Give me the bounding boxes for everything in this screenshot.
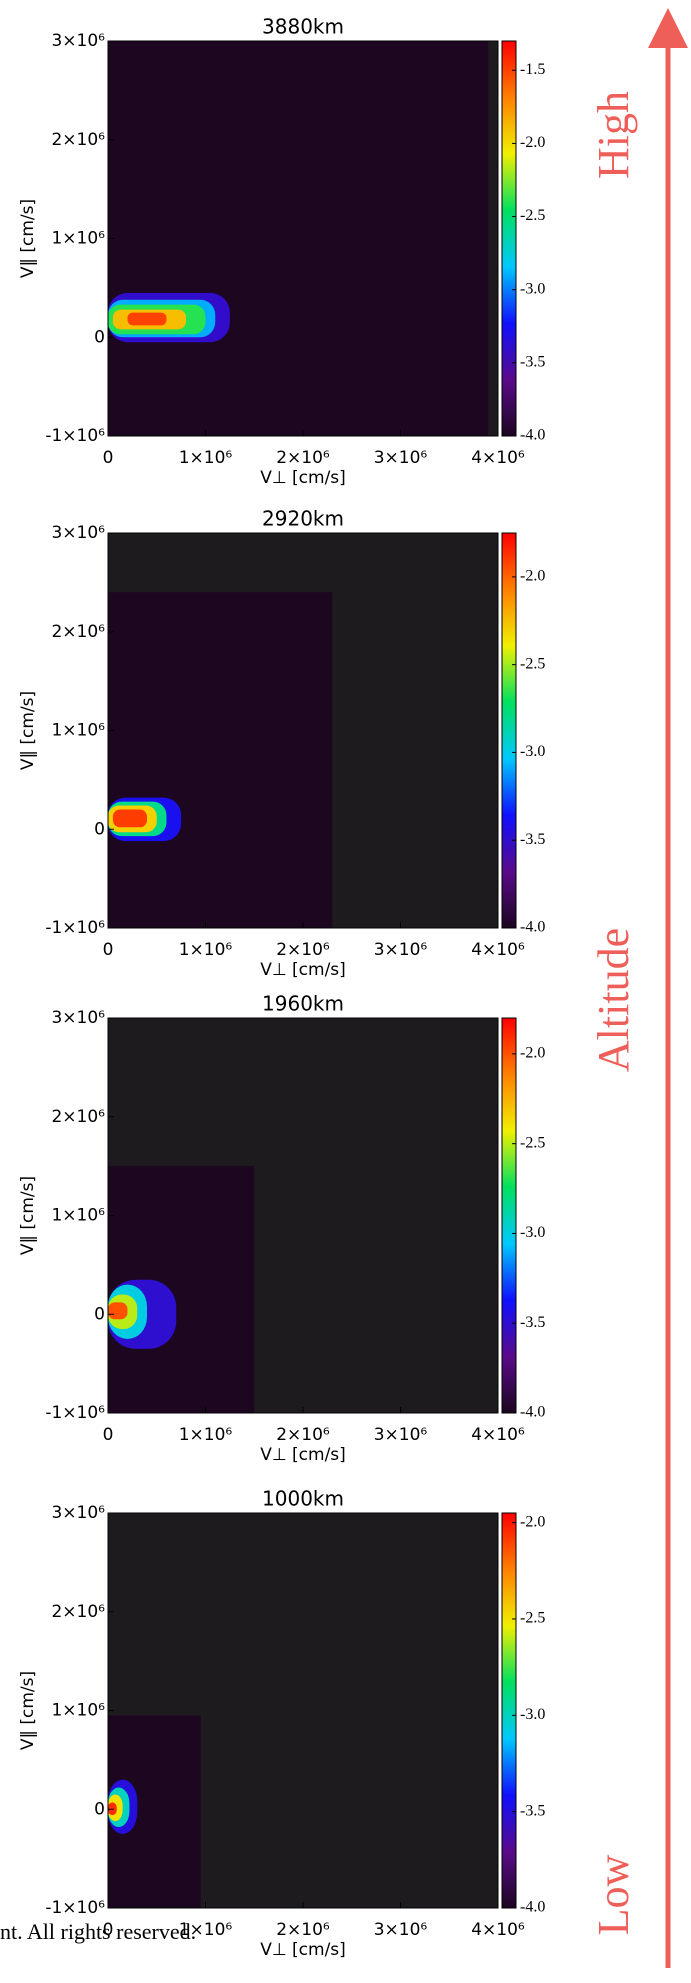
y-tick-label: 3×10⁶ — [51, 31, 105, 51]
colorbar — [501, 1512, 517, 1909]
annotation-high: High — [589, 91, 638, 179]
x-tick-label: 0 — [103, 448, 114, 468]
x-tick-label: 3×10⁶ — [374, 1920, 428, 1940]
y-axis-label: V‖ [cm/s] — [18, 1671, 38, 1750]
x-tick-label: 0 — [103, 940, 114, 960]
y-tick-label: -1×10⁶ — [45, 426, 105, 446]
colorbar — [501, 532, 517, 929]
colorbar-tick-label: -3.0 — [520, 280, 545, 297]
y-tick-label: 2×10⁶ — [51, 1602, 105, 1622]
y-tick-label: -1×10⁶ — [45, 918, 105, 938]
x-tick-label: 1×10⁶ — [179, 1425, 233, 1445]
y-tick-label: 1×10⁶ — [51, 721, 105, 741]
y-tick-label: 0 — [94, 1304, 105, 1324]
colorbar-tick-label: -2.5 — [520, 1610, 545, 1627]
y-tick-label: 3×10⁶ — [51, 1503, 105, 1523]
colorbar-tick-label: -2.0 — [520, 1045, 545, 1062]
x-tick-label: 2×10⁶ — [276, 1920, 330, 1940]
y-axis-label: V‖ [cm/s] — [18, 691, 38, 770]
heatmap-cell — [108, 41, 489, 436]
colorbar-tick-label: -3.5 — [520, 1802, 545, 1819]
colorbar-tick-label: -4.0 — [520, 427, 545, 444]
colorbar-tick-label: -2.0 — [520, 568, 545, 585]
y-tick-label: 2×10⁶ — [51, 1107, 105, 1127]
x-tick-label: 3×10⁶ — [374, 1425, 428, 1445]
colorbar-tick-label: -3.0 — [520, 1706, 545, 1723]
y-tick-label: 0 — [94, 327, 105, 347]
panel-title: 2920km — [262, 507, 344, 531]
colorbar-tick-label: -2.5 — [520, 655, 545, 672]
y-tick-label: 0 — [94, 1799, 105, 1819]
heatmap-cell — [108, 1302, 128, 1320]
y-tick-label: -1×10⁶ — [45, 1898, 105, 1918]
y-tick-label: -1×10⁶ — [45, 1403, 105, 1423]
heatmap-cell — [108, 592, 333, 928]
x-tick-label: 1×10⁶ — [179, 448, 233, 468]
colorbar-tick-label: -2.5 — [520, 1134, 545, 1151]
x-tick-label: 4×10⁶ — [471, 448, 525, 468]
colorbar-tick-label: -2.0 — [520, 134, 545, 151]
y-tick-label: 2×10⁶ — [51, 130, 105, 150]
colorbar — [501, 1017, 517, 1414]
y-tick-label: 0 — [94, 819, 105, 839]
x-tick-label: 0 — [103, 1425, 114, 1445]
colorbar-tick-label: -2.0 — [520, 1513, 545, 1530]
colorbar-tick-label: -3.0 — [520, 743, 545, 760]
footer: nt. All rights reserved. — [0, 1919, 196, 1944]
x-axis-label: V⊥ [cm/s] — [260, 960, 346, 980]
panel-title: 1960km — [262, 992, 344, 1016]
colorbar-tick-label: -2.5 — [520, 207, 545, 224]
y-tick-label: 1×10⁶ — [51, 229, 105, 249]
y-tick-label: 1×10⁶ — [51, 1206, 105, 1226]
y-tick-label: 3×10⁶ — [51, 1008, 105, 1028]
colorbar-tick-label: -3.5 — [520, 831, 545, 848]
colorbar-tick-label: -4.0 — [520, 1899, 545, 1916]
heatmap-cell — [112, 809, 147, 828]
colorbar — [501, 40, 517, 437]
colorbar-tick-label: -4.0 — [520, 1404, 545, 1421]
y-tick-label: 3×10⁶ — [51, 523, 105, 543]
x-tick-label: 4×10⁶ — [471, 940, 525, 960]
x-tick-label: 4×10⁶ — [471, 1920, 525, 1940]
colorbar-tick-label: -1.5 — [520, 61, 545, 78]
colorbar-tick-label: -4.0 — [520, 919, 545, 936]
x-tick-label: 2×10⁶ — [276, 1425, 330, 1445]
x-axis-label: V⊥ [cm/s] — [260, 1445, 346, 1465]
x-axis-label: V⊥ [cm/s] — [260, 468, 346, 488]
y-axis-label: V‖ [cm/s] — [18, 1176, 38, 1255]
x-tick-label: 3×10⁶ — [374, 940, 428, 960]
panel-title: 3880km — [262, 15, 344, 39]
annotation-altitude: Altitude — [589, 928, 638, 1072]
x-tick-label: 3×10⁶ — [374, 448, 428, 468]
x-tick-label: 1×10⁶ — [179, 940, 233, 960]
panel-title: 1000km — [262, 1487, 344, 1511]
heatmap-cell — [127, 312, 167, 326]
arrow-head — [648, 8, 688, 48]
x-tick-label: 0 — [103, 1920, 114, 1940]
colorbar-tick-label: -3.5 — [520, 354, 545, 371]
colorbar-tick-label: -3.5 — [520, 1314, 545, 1331]
x-tick-label: 2×10⁶ — [276, 448, 330, 468]
y-tick-label: 2×10⁶ — [51, 622, 105, 642]
x-axis-label: V⊥ [cm/s] — [260, 1940, 346, 1960]
annotation-low: Low — [589, 1854, 638, 1935]
y-axis-label: V‖ [cm/s] — [18, 199, 38, 278]
x-tick-label: 4×10⁶ — [471, 1425, 525, 1445]
x-tick-label: 2×10⁶ — [276, 940, 330, 960]
x-tick-label: 1×10⁶ — [179, 1920, 233, 1940]
y-tick-label: 1×10⁶ — [51, 1701, 105, 1721]
colorbar-tick-label: -3.0 — [520, 1224, 545, 1241]
